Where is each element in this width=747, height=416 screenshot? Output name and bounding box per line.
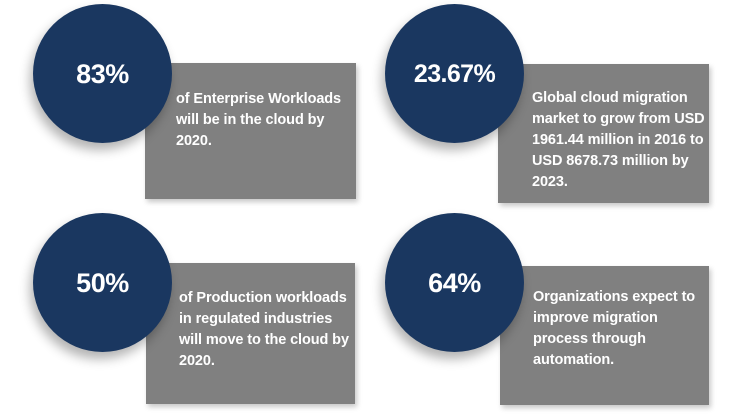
stat-circle: 64% <box>385 213 524 352</box>
stat-description: of Production workloads in regulated ind… <box>179 290 349 369</box>
stat-value: 50% <box>76 268 129 298</box>
stat-circle: 50% <box>33 213 172 352</box>
stat-circle: 83% <box>33 4 172 143</box>
stat-panel: Organizations expect to improve migratio… <box>500 266 709 405</box>
stat-description: of Enterprise Workloads will be in the c… <box>176 91 342 149</box>
stat-description: Organizations expect to improve migratio… <box>533 289 696 368</box>
stat-circle: 23.67% <box>385 4 524 143</box>
stat-panel: of Enterprise Workloads will be in the c… <box>145 63 356 199</box>
stat-panel: of Production workloads in regulated ind… <box>146 263 355 404</box>
stat-description: Global cloud migration market to grow fr… <box>532 90 705 190</box>
stat-value: 83% <box>76 59 129 89</box>
stat-value: 23.67% <box>413 60 496 88</box>
stat-value: 64% <box>428 268 481 298</box>
stat-panel: Global cloud migration market to grow fr… <box>498 64 709 203</box>
